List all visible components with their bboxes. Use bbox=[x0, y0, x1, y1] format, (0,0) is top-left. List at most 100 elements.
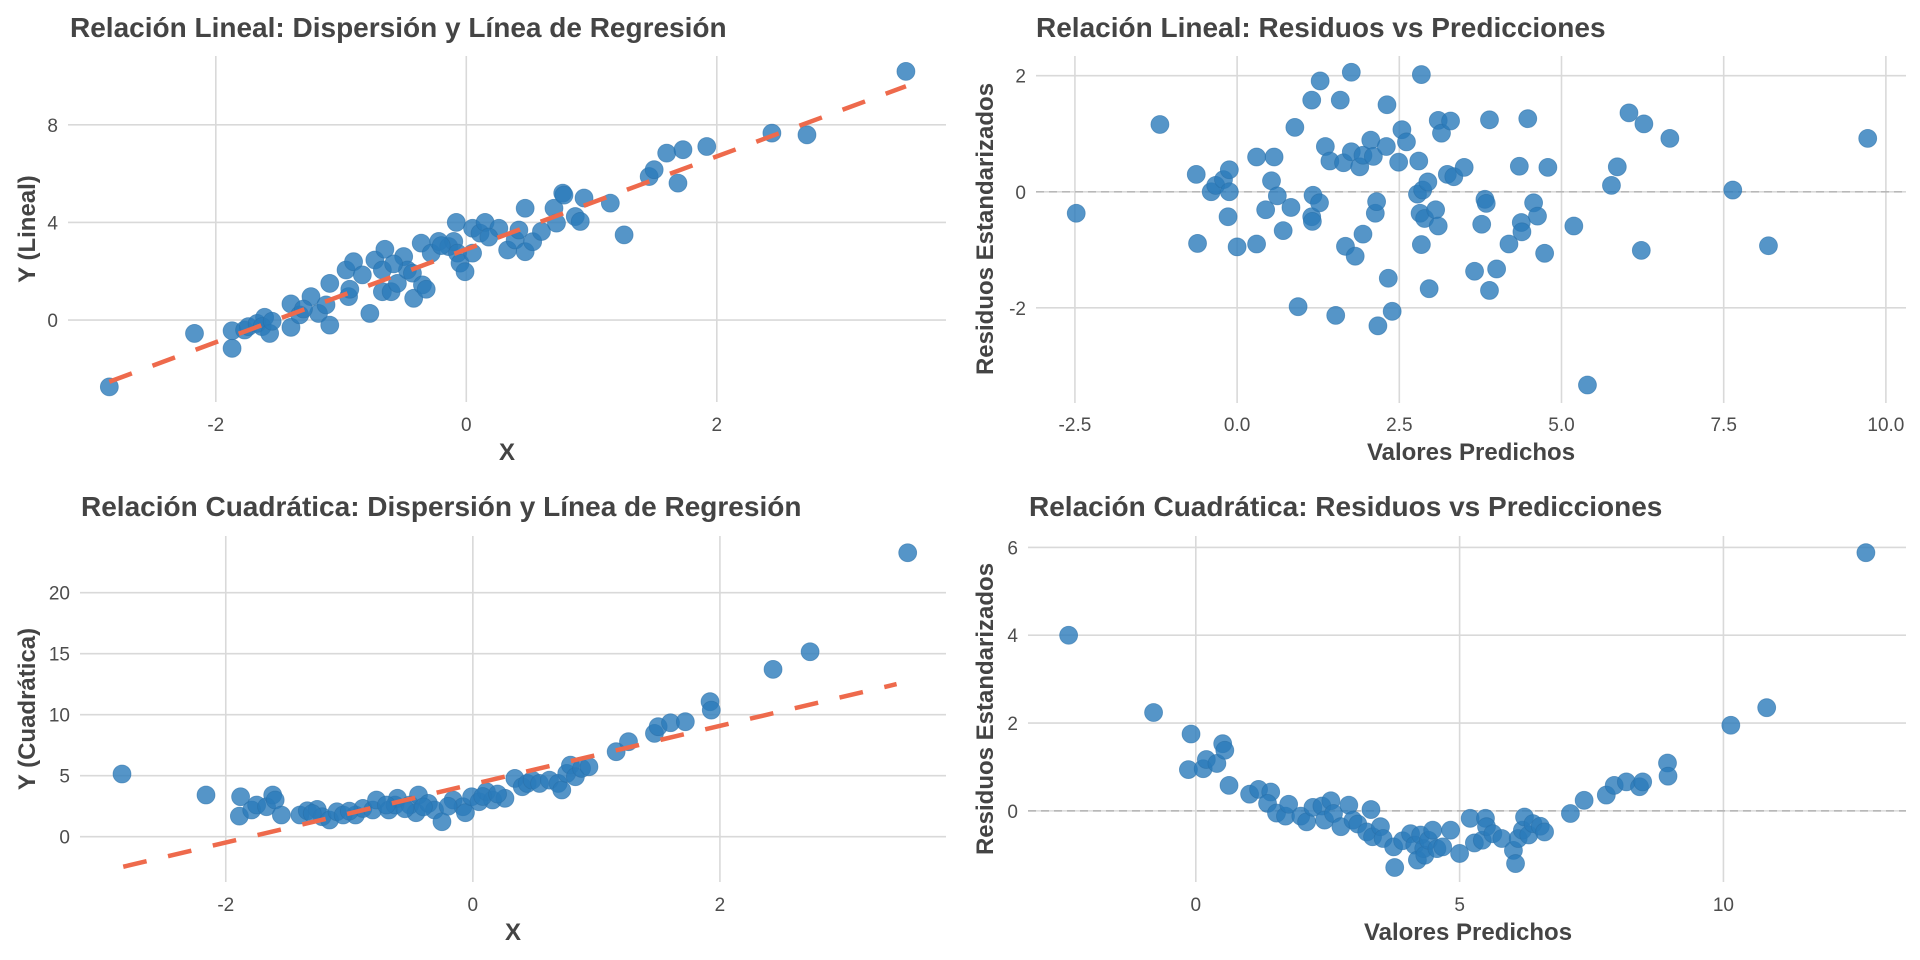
data-point bbox=[1499, 234, 1519, 254]
data-point bbox=[896, 61, 916, 81]
y-axis-title: Y (Lineal) bbox=[14, 175, 41, 283]
x-tick-label: -2 bbox=[217, 895, 234, 916]
data-point bbox=[388, 274, 407, 293]
data-point bbox=[1310, 71, 1330, 91]
tick-labels: 0 5 10 0 2 4 6 bbox=[1007, 538, 1734, 916]
y-tick-label: 5 bbox=[59, 767, 70, 788]
data-point bbox=[1302, 90, 1322, 110]
data-point bbox=[1658, 766, 1678, 786]
x-tick-label: 2.5 bbox=[1386, 415, 1412, 436]
x-tick-label: -2 bbox=[207, 415, 224, 436]
data-point bbox=[668, 173, 688, 193]
data-point bbox=[1188, 234, 1207, 253]
panel-linear-residuals: Relación Lineal: Residuos vs Prediccione… bbox=[972, 12, 1906, 466]
panel-linear-scatter: Relación Lineal: Dispersión y Línea de R… bbox=[14, 12, 946, 466]
data-point bbox=[1326, 305, 1346, 325]
data-point bbox=[1634, 114, 1654, 134]
data-point bbox=[1219, 160, 1239, 180]
data-point bbox=[1472, 214, 1492, 234]
data-point bbox=[614, 225, 634, 245]
data-point bbox=[384, 254, 404, 274]
data-point bbox=[1721, 715, 1741, 735]
data-point bbox=[1757, 698, 1777, 718]
gridlines bbox=[80, 536, 946, 882]
data-point bbox=[320, 274, 340, 293]
data-point bbox=[697, 137, 717, 156]
gridlines bbox=[1036, 56, 1906, 403]
data-point bbox=[1341, 62, 1361, 82]
x-tick-label: 0 bbox=[1191, 895, 1202, 916]
y-tick-label: 4 bbox=[1007, 626, 1018, 647]
data-point bbox=[1247, 147, 1266, 167]
y-tick-label: 20 bbox=[49, 584, 70, 605]
data-point bbox=[375, 239, 395, 259]
data-point bbox=[1059, 625, 1079, 645]
data-point bbox=[1419, 279, 1439, 299]
panel-quadratic-residuals: Relación Cuadrática: Residuos vs Predicc… bbox=[972, 491, 1906, 946]
data-point bbox=[1247, 234, 1266, 254]
data-point bbox=[763, 659, 783, 679]
data-point bbox=[1423, 820, 1443, 840]
data-point bbox=[1858, 128, 1878, 148]
data-point bbox=[1411, 65, 1431, 84]
x-tick-label: 0.0 bbox=[1224, 415, 1250, 436]
x-tick-label: -2.5 bbox=[1059, 415, 1092, 436]
data-point bbox=[701, 700, 721, 720]
data-point bbox=[231, 787, 250, 807]
regression-line bbox=[108, 84, 907, 384]
y-tick-label: 0 bbox=[1015, 183, 1026, 204]
data-point bbox=[1428, 216, 1448, 236]
y-tick-label: 0 bbox=[59, 828, 70, 849]
data-point bbox=[570, 212, 590, 231]
data-point bbox=[1279, 794, 1299, 814]
data-point bbox=[1385, 858, 1405, 877]
data-point bbox=[1363, 146, 1383, 166]
x-axis-title: Valores Predichos bbox=[1367, 439, 1575, 466]
data-point bbox=[515, 198, 535, 218]
data-point bbox=[1330, 90, 1350, 110]
data-point bbox=[196, 785, 216, 805]
data-point bbox=[1759, 236, 1778, 256]
data-point bbox=[1066, 203, 1086, 223]
y-tick-label: 15 bbox=[49, 645, 70, 666]
data-point bbox=[1181, 724, 1201, 744]
data-point bbox=[1518, 109, 1538, 129]
x-tick-label: 10 bbox=[1713, 895, 1734, 916]
panel-quadratic-scatter: Relación Cuadrática: Dispersión y Línea … bbox=[14, 491, 946, 946]
data-point bbox=[1382, 301, 1402, 321]
data-point bbox=[1215, 740, 1235, 760]
data-point bbox=[1150, 115, 1170, 134]
data-point bbox=[1409, 151, 1429, 171]
data-point bbox=[1361, 800, 1381, 819]
data-points bbox=[1059, 543, 1876, 877]
panel-title: Relación Cuadrática: Dispersión y Línea … bbox=[81, 491, 801, 522]
data-point bbox=[1602, 175, 1621, 195]
data-point bbox=[479, 227, 499, 247]
data-point bbox=[1302, 211, 1322, 231]
data-point bbox=[488, 784, 507, 804]
data-point bbox=[431, 236, 451, 255]
data-point bbox=[344, 252, 363, 272]
x-tick-label: 0 bbox=[461, 415, 472, 436]
tick-labels: -2 0 2 0 4 8 bbox=[47, 116, 722, 436]
data-point bbox=[1480, 110, 1499, 130]
regression-lines bbox=[108, 84, 907, 384]
data-point bbox=[1186, 164, 1206, 184]
data-point bbox=[800, 642, 820, 662]
data-point bbox=[1367, 192, 1387, 212]
data-point bbox=[1509, 156, 1529, 176]
regression-lines bbox=[122, 681, 898, 869]
y-tick-label: 10 bbox=[49, 706, 70, 727]
data-point bbox=[222, 338, 242, 358]
data-point bbox=[1144, 703, 1163, 722]
data-points bbox=[99, 61, 916, 397]
data-point bbox=[1723, 180, 1743, 200]
data-point bbox=[1660, 128, 1680, 148]
data-point bbox=[1578, 375, 1597, 395]
data-point bbox=[554, 185, 574, 205]
data-point bbox=[185, 324, 204, 343]
panel-title: Relación Cuadrática: Residuos vs Predicc… bbox=[1029, 491, 1662, 522]
data-point bbox=[1219, 776, 1239, 795]
data-point bbox=[1411, 235, 1431, 254]
